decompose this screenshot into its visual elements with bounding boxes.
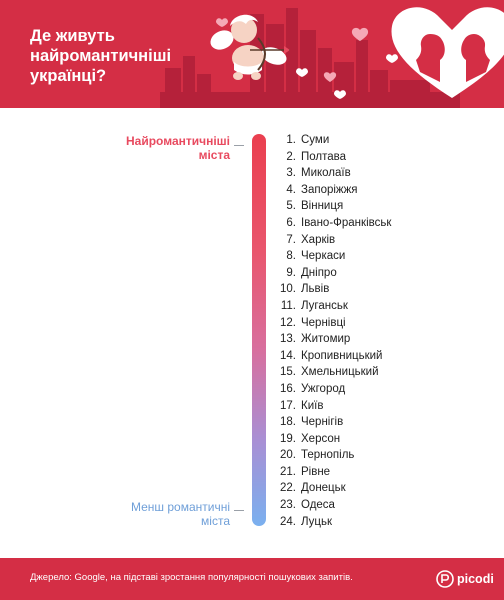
city-ranking-list: 1. Суми 2. Полтава 3. Миколаїв 4. Запоріжжя 5. Ві… (270, 132, 391, 530)
title-line-3: українці? (30, 67, 107, 85)
rank-number: 22. (280, 482, 296, 495)
rank-number: 21. (280, 465, 296, 478)
city-name: Полтава (301, 150, 347, 163)
city-rank-item: 11. Луганськ (270, 298, 391, 315)
picodi-logo: picodi (436, 568, 496, 590)
city-name: Житомир (301, 333, 351, 346)
city-rank-item: 13. Житомир (270, 331, 391, 348)
city-rank-item: 24. Луцьк (270, 514, 391, 531)
rank-number: 15. (280, 366, 296, 379)
rank-number: 6. (286, 216, 296, 229)
city-rank-item: 14. Кропивницький (270, 348, 391, 365)
romance-gradient-bar (252, 134, 266, 526)
source-note: Джерело: Google, на підставі зростання п… (30, 572, 353, 583)
city-rank-item: 2. Полтава (270, 149, 391, 166)
city-name: Херсон (301, 432, 341, 445)
cupid-icon (210, 14, 290, 80)
city-name: Луцьк (301, 515, 333, 528)
city-name: Кропивницький (301, 349, 383, 362)
picodi-logo-icon (436, 570, 454, 588)
less-romantic-label-line-1: Менш романтичні (130, 500, 230, 514)
city-name: Одеса (301, 499, 335, 512)
city-name: Луганськ (301, 299, 348, 312)
city-name: Ужгород (301, 382, 346, 395)
rank-number: 2. (286, 150, 296, 163)
city-rank-item: 16. Ужгород (270, 381, 391, 398)
cupid-city-illustration (160, 7, 504, 108)
rank-number: 16. (280, 382, 296, 395)
city-name: Вінниця (301, 200, 344, 213)
city-rank-item: 17. Київ (270, 398, 391, 415)
couple-heart-icon (391, 7, 504, 98)
rank-number: 10. (280, 283, 296, 296)
city-rank-item: 20. Тернопіль (270, 447, 391, 464)
brand-name: picodi (457, 572, 494, 586)
city-rank-item: 10. Львів (270, 281, 391, 298)
rank-number: 8. (286, 250, 296, 263)
rank-number: 17. (280, 399, 296, 412)
city-rank-item: 19. Херсон (270, 431, 391, 448)
city-name: Харків (301, 233, 336, 246)
rank-number: 7. (286, 233, 296, 246)
city-rank-item: 8. Черкаси (270, 248, 391, 265)
less-romantic-label: Менш романтичні міста (110, 500, 230, 528)
rank-number: 18. (280, 416, 296, 429)
rank-number: 14. (280, 349, 296, 362)
city-name: Чернівці (301, 316, 346, 329)
rank-number: 20. (280, 449, 296, 462)
rank-number: 5. (286, 200, 296, 213)
city-rank-item: 6. Івано-Франківськ (270, 215, 391, 232)
city-name: Черкаси (301, 250, 346, 263)
rank-number: 4. (286, 183, 296, 196)
city-rank-item: 23. Одеса (270, 497, 391, 514)
city-name: Рівне (301, 465, 331, 478)
page-title: Де живуть найромантичніші українці? (30, 26, 230, 86)
rank-number: 12. (280, 316, 296, 329)
title-line-1: Де живуть (30, 27, 115, 45)
city-rank-item: 4. Запоріжжя (270, 182, 391, 199)
most-romantic-label-line-1: Найромантичніші (126, 134, 230, 148)
city-rank-item: 15. Хмельницький (270, 364, 391, 381)
city-name: Тернопіль (301, 449, 355, 462)
bottom-tick (234, 510, 244, 511)
rank-number: 13. (280, 333, 296, 346)
city-rank-item: 3. Миколаїв (270, 165, 391, 182)
city-rank-item: 5. Вінниця (270, 198, 391, 215)
city-rank-item: 1. Суми (270, 132, 391, 149)
rank-number: 19. (280, 432, 296, 445)
title-line-2: найромантичніші (30, 47, 172, 65)
footer-banner: Джерело: Google, на підставі зростання п… (0, 558, 504, 600)
city-rank-item: 22. Донецьк (270, 480, 391, 497)
top-tick (234, 145, 244, 146)
city-name: Хмельницький (301, 366, 379, 379)
city-rank-item: 12. Чернівці (270, 315, 391, 332)
city-name: Київ (301, 399, 324, 412)
most-romantic-label-line-2: міста (198, 148, 230, 162)
rank-number: 23. (280, 499, 296, 512)
city-name: Донецьк (301, 482, 346, 495)
rank-number: 3. (286, 167, 296, 180)
rank-number: 11. (280, 299, 296, 312)
rank-number: 24. (280, 515, 296, 528)
city-name: Чернігів (301, 416, 344, 429)
city-name: Івано-Франківськ (301, 216, 392, 229)
rank-number: 1. (286, 134, 296, 146)
city-name: Дніпро (301, 266, 337, 279)
header-banner: Де живуть найромантичніші українці? (0, 0, 504, 108)
less-romantic-label-line-2: міста (201, 514, 230, 528)
city-rank-item: 7. Харків (270, 232, 391, 249)
city-name: Львів (301, 283, 330, 296)
city-name: Суми (301, 134, 330, 146)
city-name: Запоріжжя (301, 183, 358, 196)
city-rank-item: 18. Чернігів (270, 414, 391, 431)
city-rank-item: 9. Дніпро (270, 265, 391, 282)
most-romantic-label: Найромантичніші міста (110, 134, 230, 162)
rank-number: 9. (286, 266, 296, 279)
city-name: Миколаїв (301, 167, 351, 180)
city-rank-item: 21. Рівне (270, 464, 391, 481)
